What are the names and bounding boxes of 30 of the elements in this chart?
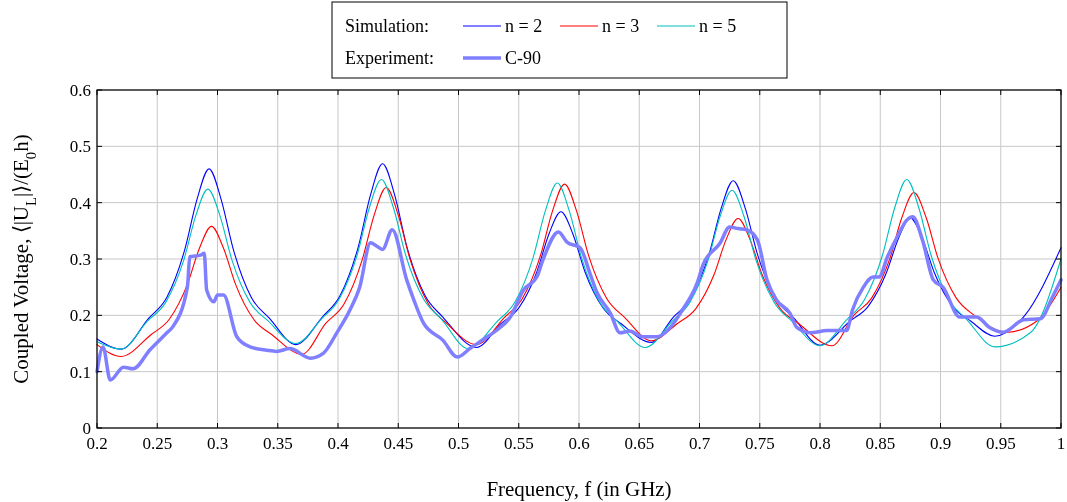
y-tick-label: 0.6 <box>69 81 91 100</box>
x-tick-label: 0.5 <box>447 434 470 453</box>
x-tick-label: 0.35 <box>262 434 293 453</box>
legend-label: C-90 <box>505 48 541 68</box>
x-tick-label: 0.65 <box>624 434 655 453</box>
x-tick-label: 0.75 <box>744 434 775 453</box>
x-tick-label: 0.7 <box>688 434 711 453</box>
x-tick-label: 0.85 <box>865 434 896 453</box>
text: Simulation: <box>345 16 430 36</box>
line-series <box>95 215 1063 382</box>
x-axis-title: Frequency, f (in GHz) <box>486 477 672 501</box>
x-tick-label: 0.55 <box>503 434 534 453</box>
legend-label: n = 2 <box>505 16 543 36</box>
x-tick-label: 0.6 <box>568 434 590 453</box>
y-tick-label: 0.2 <box>69 306 91 326</box>
x-tick-label: 0.4 <box>327 434 350 453</box>
y-tick-label: 0.3 <box>69 250 91 269</box>
legend-label: n = 3 <box>602 16 640 36</box>
legend-label: n = 5 <box>699 16 737 36</box>
y-tick-label: 0.4 <box>69 193 92 213</box>
y-tick-label: 0.1 <box>69 362 91 382</box>
text: Experiment: <box>345 48 434 68</box>
x-tick-label: 0.9 <box>929 434 952 453</box>
x-tick-label: 0.8 <box>809 434 831 453</box>
x-tick-label: 0.3 <box>206 434 229 453</box>
x-tick-label: 0.45 <box>383 434 414 453</box>
x-tick-label: 0.95 <box>985 434 1016 453</box>
y-tick-label: 0.5 <box>69 137 91 157</box>
x-tick-label: 0.25 <box>142 434 173 453</box>
x-tick-label: 1 <box>1056 434 1066 453</box>
